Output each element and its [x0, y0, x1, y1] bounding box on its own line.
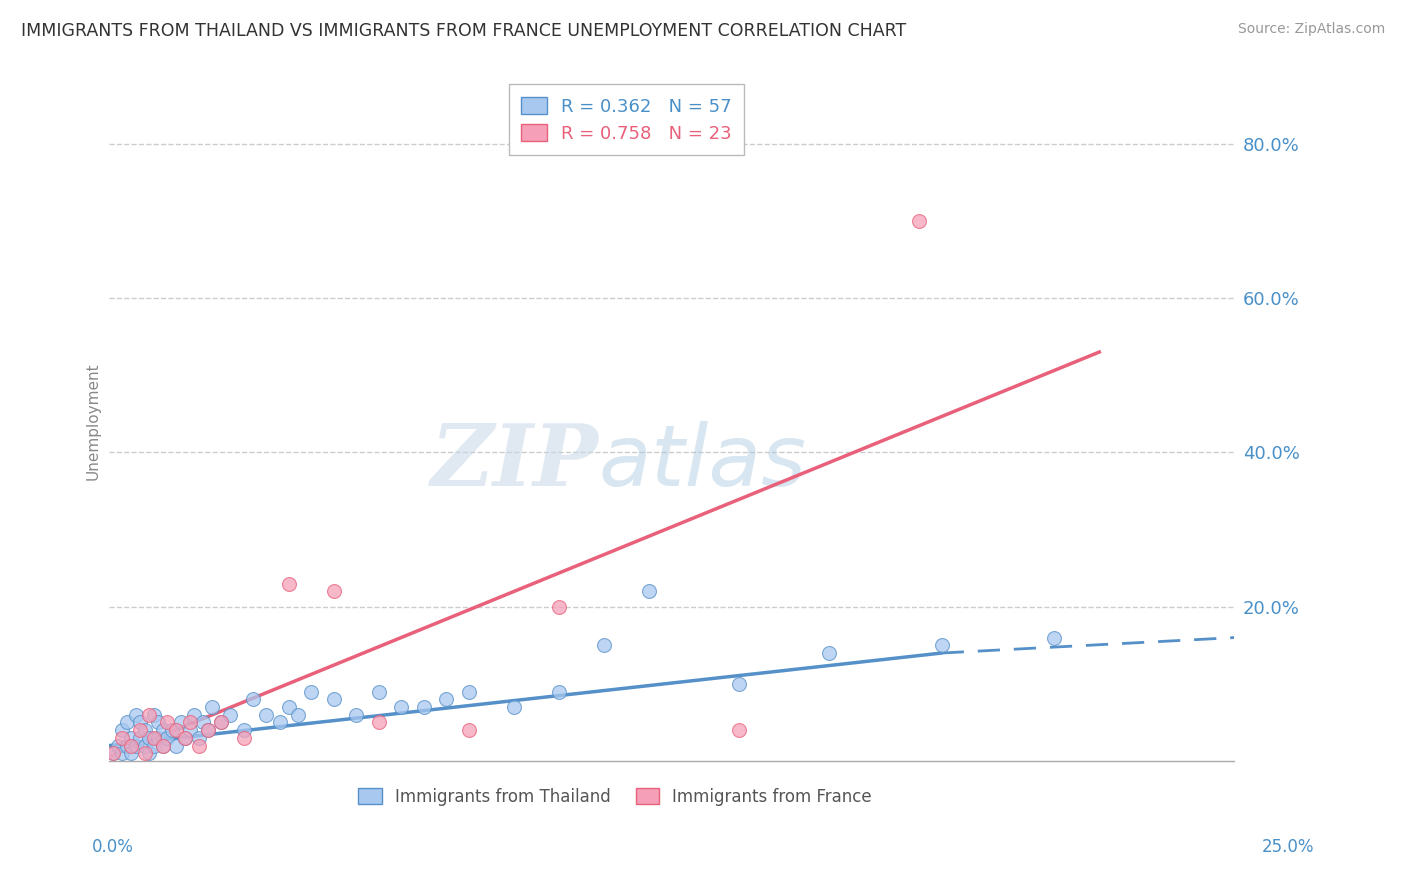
- Y-axis label: Unemployment: Unemployment: [86, 363, 100, 480]
- Point: [115, 739, 138, 753]
- Point: [111, 747, 134, 761]
- Point: [254, 707, 277, 722]
- Text: ZIP: ZIP: [430, 420, 599, 504]
- Point: [120, 747, 142, 761]
- Point: [818, 646, 841, 660]
- Point: [115, 715, 138, 730]
- Point: [138, 731, 160, 745]
- Point: [174, 731, 197, 745]
- Point: [638, 584, 661, 599]
- Point: [134, 739, 156, 753]
- Point: [187, 731, 209, 745]
- Point: [197, 723, 219, 738]
- Point: [120, 731, 142, 745]
- Point: [322, 692, 344, 706]
- Point: [193, 715, 215, 730]
- Point: [111, 723, 134, 738]
- Point: [232, 731, 254, 745]
- Point: [389, 700, 412, 714]
- Point: [931, 638, 953, 652]
- Point: [152, 739, 174, 753]
- Point: [287, 707, 309, 722]
- Point: [138, 707, 160, 722]
- Point: [129, 723, 152, 738]
- Point: [457, 684, 479, 698]
- Point: [548, 599, 571, 614]
- Point: [138, 747, 160, 761]
- Point: [142, 707, 165, 722]
- Point: [187, 739, 209, 753]
- Point: [142, 739, 165, 753]
- Point: [152, 723, 174, 738]
- Point: [160, 723, 183, 738]
- Point: [232, 723, 254, 738]
- Point: [219, 707, 242, 722]
- Point: [322, 584, 344, 599]
- Text: 25.0%: 25.0%: [1263, 838, 1315, 856]
- Text: 0.0%: 0.0%: [91, 838, 134, 856]
- Point: [209, 715, 232, 730]
- Point: [1043, 631, 1066, 645]
- Point: [728, 677, 751, 691]
- Point: [174, 731, 197, 745]
- Point: [209, 715, 232, 730]
- Point: [503, 700, 526, 714]
- Point: [170, 715, 193, 730]
- Point: [179, 715, 201, 730]
- Point: [242, 692, 264, 706]
- Point: [457, 723, 479, 738]
- Point: [111, 731, 134, 745]
- Point: [179, 723, 201, 738]
- Point: [269, 715, 291, 730]
- Point: [101, 747, 124, 761]
- Point: [728, 723, 751, 738]
- Point: [165, 723, 187, 738]
- Point: [107, 739, 129, 753]
- Text: atlas: atlas: [599, 421, 807, 504]
- Point: [197, 723, 219, 738]
- Point: [156, 715, 179, 730]
- Point: [344, 707, 367, 722]
- Point: [134, 723, 156, 738]
- Point: [412, 700, 434, 714]
- Point: [129, 715, 152, 730]
- Point: [120, 739, 142, 753]
- Point: [367, 715, 389, 730]
- Point: [142, 731, 165, 745]
- Legend: Immigrants from Thailand, Immigrants from France: Immigrants from Thailand, Immigrants fro…: [350, 780, 880, 814]
- Point: [548, 684, 571, 698]
- Point: [124, 739, 146, 753]
- Text: IMMIGRANTS FROM THAILAND VS IMMIGRANTS FROM FRANCE UNEMPLOYMENT CORRELATION CHAR: IMMIGRANTS FROM THAILAND VS IMMIGRANTS F…: [21, 22, 907, 40]
- Point: [134, 747, 156, 761]
- Point: [434, 692, 457, 706]
- Point: [183, 707, 205, 722]
- Text: Source: ZipAtlas.com: Source: ZipAtlas.com: [1237, 22, 1385, 37]
- Point: [277, 576, 299, 591]
- Point: [146, 731, 169, 745]
- Point: [152, 739, 174, 753]
- Point: [908, 214, 931, 228]
- Point: [299, 684, 322, 698]
- Point: [124, 707, 146, 722]
- Point: [129, 731, 152, 745]
- Point: [201, 700, 224, 714]
- Point: [156, 731, 179, 745]
- Point: [165, 739, 187, 753]
- Point: [146, 715, 169, 730]
- Point: [367, 684, 389, 698]
- Point: [101, 747, 124, 761]
- Point: [593, 638, 616, 652]
- Point: [277, 700, 299, 714]
